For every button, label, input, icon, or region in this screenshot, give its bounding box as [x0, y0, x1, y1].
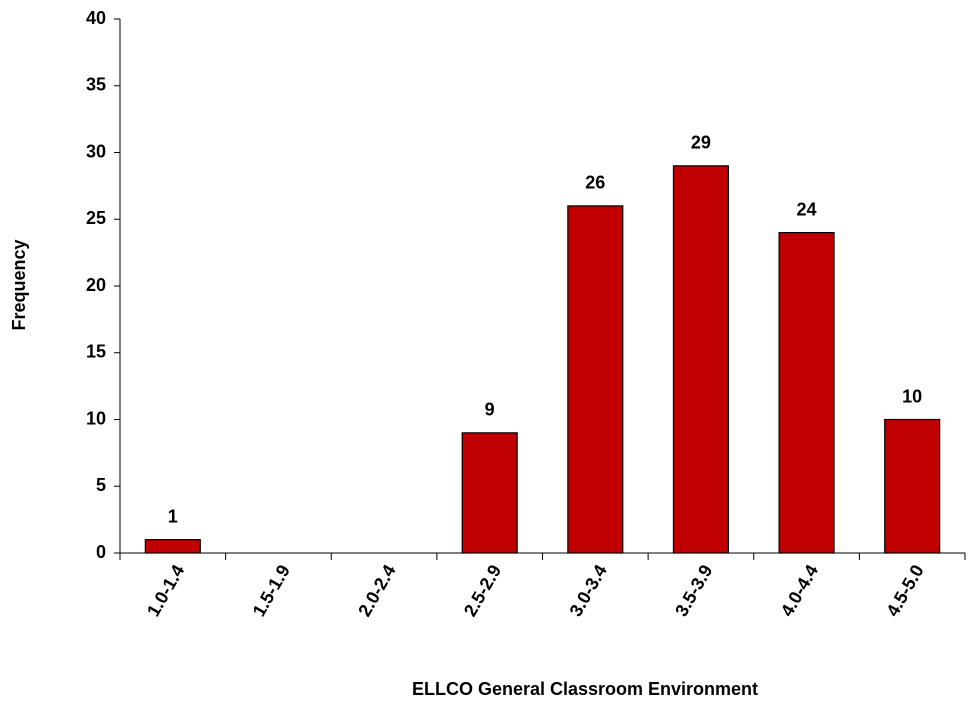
data-label: 9	[485, 400, 495, 420]
bar	[567, 205, 624, 554]
y-tick-label: 0	[96, 542, 106, 562]
y-tick-label: 35	[86, 75, 106, 95]
y-axis-title: Frequency	[9, 239, 29, 330]
x-tick-label: 3.0-3.4	[566, 561, 611, 620]
x-tick-label: 2.0-2.4	[354, 561, 399, 620]
data-label: 1	[168, 506, 178, 526]
y-tick-label: 25	[86, 208, 106, 228]
data-label: 10	[902, 386, 922, 406]
x-tick-label: 1.0-1.4	[143, 561, 188, 620]
data-label: 24	[797, 199, 817, 219]
y-tick-label: 5	[96, 475, 106, 495]
y-tick-label: 30	[86, 141, 106, 161]
x-tick-label: 4.5-5.0	[882, 561, 927, 620]
bar	[778, 232, 835, 554]
data-label: 26	[585, 173, 605, 193]
x-axis-title: ELLCO General Classroom Environment	[412, 679, 758, 699]
x-tick-label: 2.5-2.9	[460, 561, 505, 620]
y-tick-label: 15	[86, 342, 106, 362]
x-tick-label: 3.5-3.9	[671, 561, 716, 620]
bar	[884, 418, 941, 554]
bar	[144, 539, 201, 554]
y-tick-label: 40	[86, 8, 106, 28]
x-tick-label: 4.0-4.4	[777, 561, 822, 620]
data-label: 29	[691, 133, 711, 153]
bar	[672, 165, 729, 554]
y-tick-label: 20	[86, 275, 106, 295]
bar	[461, 432, 518, 554]
y-tick-label: 10	[86, 408, 106, 428]
x-tick-label: 1.5-1.9	[249, 561, 294, 620]
